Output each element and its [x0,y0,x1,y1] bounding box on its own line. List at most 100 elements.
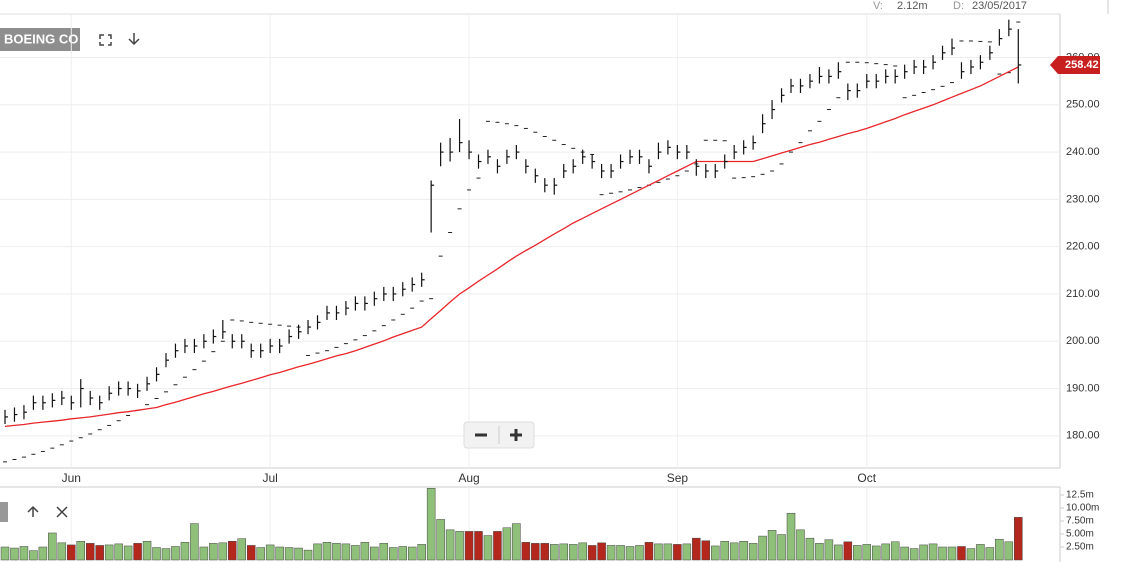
volume-bar [871,545,881,561]
volume-bar [171,546,180,561]
volume-bar [531,543,540,561]
volume-bar [862,544,872,561]
volume-bar [720,541,729,561]
expand-icon[interactable] [99,34,112,46]
volume-bar [417,544,426,561]
volume-bar [379,543,389,561]
volume-bar [521,542,531,561]
x-tick-label: Jun [62,471,81,485]
moving-average [4,66,1019,428]
d-value: 23/05/2017 [972,0,1027,12]
chart-title: BOEING CO [4,31,78,46]
volume-bar [76,541,86,561]
volume-bar [493,531,502,561]
volume-bar [303,549,313,561]
volume-bar [1004,541,1014,561]
volume-bar [550,544,559,561]
volume-bar [815,543,824,561]
y-tick-label: 190.00 [1066,382,1100,394]
volume-bar [729,542,739,561]
volume-bar [711,545,720,561]
volume-bar [843,541,853,561]
volume-bar [748,543,758,561]
volume-bar [616,545,625,561]
volume-bar [218,542,228,561]
volume-bar [673,544,682,561]
volume-bar [834,544,843,561]
volume-bar [436,519,445,561]
volume-bar [152,547,161,561]
volume-bar [294,547,303,561]
volume-bar [85,543,95,561]
volume-bar [805,537,815,561]
volume-bar [1014,517,1023,561]
volume-bar [786,512,796,561]
volume-bar [606,545,616,561]
volume-bar [568,544,578,561]
move-up-icon[interactable] [27,505,39,517]
y-tick-label: 180.00 [1066,430,1100,442]
volume-bar [38,546,48,561]
volume-bar [947,546,957,561]
y-tick-label: 250.00 [1066,99,1100,111]
volume-bar [966,548,976,561]
volume-bar [284,547,294,561]
volume-bar [625,546,635,561]
volume-bar [48,532,57,561]
volume-bar [237,538,246,561]
volume-bar [455,531,464,561]
volume-bar [275,546,284,561]
y-tick-label: 200.00 [1066,335,1100,347]
volume-badge [0,502,8,522]
volume-bar [682,543,692,561]
volume-bar [209,543,218,561]
volume-bar [265,544,275,561]
volume-bar [512,523,521,561]
volume-bar [161,548,171,561]
volume-bar [635,545,644,561]
y-tick-label: 10.00m [1066,503,1099,514]
volume-bar [445,529,455,561]
volume-bar [389,547,398,561]
title-badge [0,28,80,51]
volume-bar [322,542,332,561]
volume-bar [360,542,370,561]
volume-bar [540,543,550,561]
volume-bar [114,543,123,561]
zoom-in[interactable] [510,429,522,441]
download-icon[interactable] [128,33,140,46]
volume-bar [407,546,417,561]
zoom-control [463,421,535,449]
x-tick-label: Sep [667,471,689,485]
x-tick-label: Aug [458,471,479,485]
volume-bar [767,530,777,561]
volume-bar [777,534,786,561]
volume-bar [57,542,67,561]
volume-bar [474,531,483,561]
volume-bar [123,545,133,561]
volume-bar [739,541,748,561]
volume-bar [398,546,407,561]
volume-bar [692,537,701,561]
v-value: 2.12m [897,0,928,12]
y-tick-label: 7.50m [1066,516,1094,527]
volume-bar [313,543,322,561]
volume-bar [796,529,805,561]
volume-bar [67,544,76,561]
volume-bar [900,546,909,561]
volume-bar [853,545,862,561]
volume-bar [483,535,493,561]
volume-bar [890,541,900,561]
volume-bar [578,542,587,561]
y-tick-label: 2.50m [1066,542,1094,553]
volume-bar [976,544,985,561]
volume-bar [228,541,237,561]
volume-bar [341,543,351,561]
volume-bar [957,546,966,561]
volume-bar [246,545,256,561]
y-tick-label: 12.5m [1066,490,1094,501]
volume-bar [644,542,654,561]
volume-bar [10,547,19,561]
close-icon[interactable] [56,506,68,518]
